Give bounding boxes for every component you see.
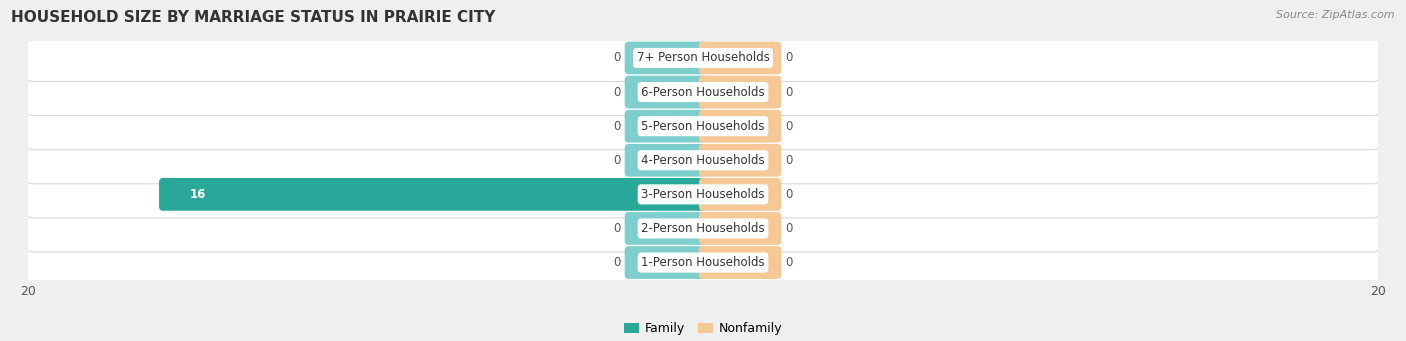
Text: 0: 0 bbox=[613, 51, 620, 64]
Text: 0: 0 bbox=[613, 154, 620, 167]
Text: 6-Person Households: 6-Person Households bbox=[641, 86, 765, 99]
FancyBboxPatch shape bbox=[25, 137, 1381, 184]
Text: 16: 16 bbox=[190, 188, 207, 201]
Text: 3-Person Households: 3-Person Households bbox=[641, 188, 765, 201]
FancyBboxPatch shape bbox=[699, 178, 782, 211]
Text: 0: 0 bbox=[786, 256, 793, 269]
Text: 1-Person Households: 1-Person Households bbox=[641, 256, 765, 269]
Text: HOUSEHOLD SIZE BY MARRIAGE STATUS IN PRAIRIE CITY: HOUSEHOLD SIZE BY MARRIAGE STATUS IN PRA… bbox=[11, 10, 496, 25]
Text: 0: 0 bbox=[786, 188, 793, 201]
FancyBboxPatch shape bbox=[699, 110, 782, 143]
FancyBboxPatch shape bbox=[699, 144, 782, 177]
FancyBboxPatch shape bbox=[25, 34, 1381, 81]
Text: 7+ Person Households: 7+ Person Households bbox=[637, 51, 769, 64]
FancyBboxPatch shape bbox=[624, 76, 707, 108]
Text: 5-Person Households: 5-Person Households bbox=[641, 120, 765, 133]
FancyBboxPatch shape bbox=[699, 212, 782, 245]
FancyBboxPatch shape bbox=[624, 144, 707, 177]
Text: 0: 0 bbox=[786, 154, 793, 167]
FancyBboxPatch shape bbox=[624, 212, 707, 245]
FancyBboxPatch shape bbox=[699, 42, 782, 74]
FancyBboxPatch shape bbox=[699, 76, 782, 108]
Text: 0: 0 bbox=[613, 86, 620, 99]
FancyBboxPatch shape bbox=[624, 110, 707, 143]
Text: 0: 0 bbox=[613, 256, 620, 269]
FancyBboxPatch shape bbox=[624, 42, 707, 74]
Text: 4-Person Households: 4-Person Households bbox=[641, 154, 765, 167]
FancyBboxPatch shape bbox=[624, 246, 707, 279]
FancyBboxPatch shape bbox=[25, 171, 1381, 218]
FancyBboxPatch shape bbox=[25, 69, 1381, 116]
FancyBboxPatch shape bbox=[699, 246, 782, 279]
Text: 0: 0 bbox=[786, 86, 793, 99]
FancyBboxPatch shape bbox=[25, 205, 1381, 252]
FancyBboxPatch shape bbox=[159, 178, 707, 211]
Text: 0: 0 bbox=[786, 51, 793, 64]
Text: Source: ZipAtlas.com: Source: ZipAtlas.com bbox=[1277, 10, 1395, 20]
Text: 2-Person Households: 2-Person Households bbox=[641, 222, 765, 235]
Text: 0: 0 bbox=[786, 120, 793, 133]
Text: 0: 0 bbox=[613, 222, 620, 235]
FancyBboxPatch shape bbox=[25, 239, 1381, 286]
Text: 0: 0 bbox=[613, 120, 620, 133]
Legend: Family, Nonfamily: Family, Nonfamily bbox=[619, 317, 787, 340]
Text: 0: 0 bbox=[786, 222, 793, 235]
FancyBboxPatch shape bbox=[25, 103, 1381, 150]
